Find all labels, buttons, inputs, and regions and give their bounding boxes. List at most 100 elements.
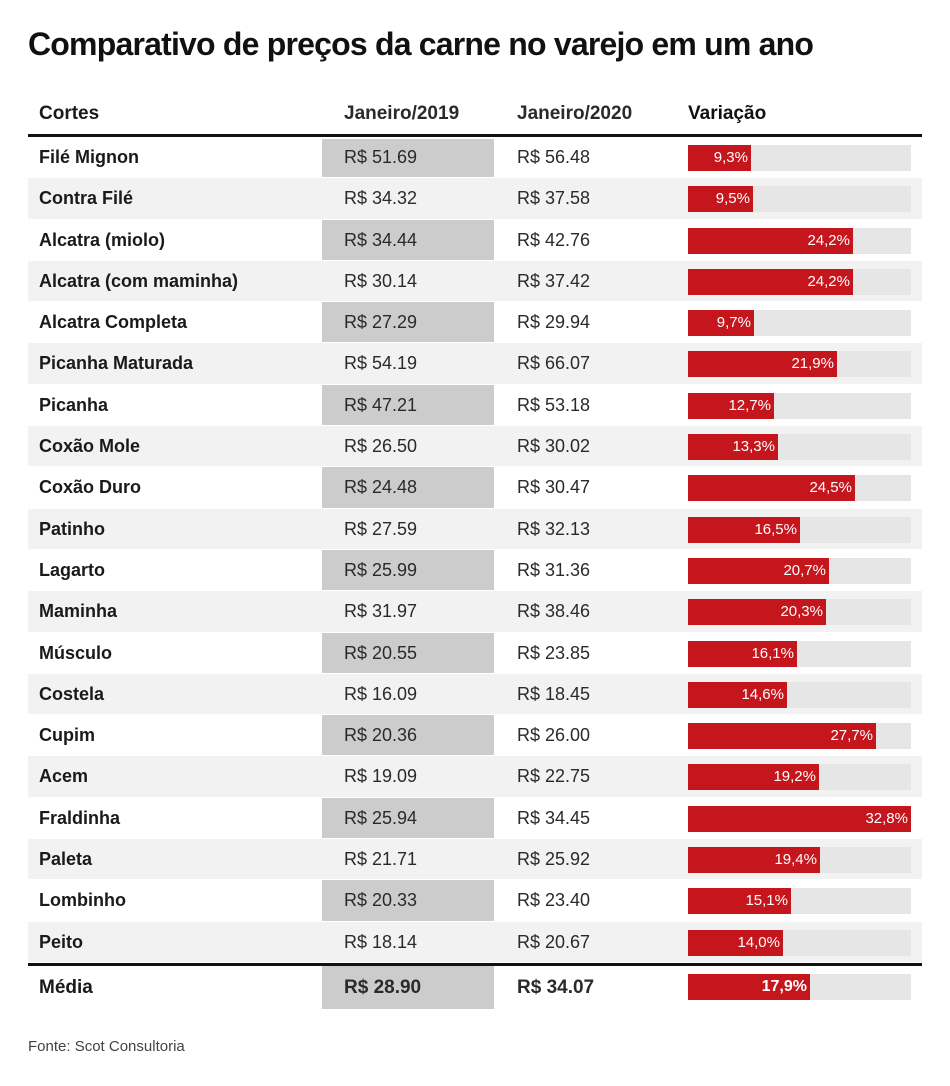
price-jan2019: R$ 20.33 (344, 890, 418, 911)
cut-name: Lagarto (39, 559, 106, 580)
price-jan2019: R$ 24.48 (344, 477, 418, 498)
price-jan2019: R$ 20.36 (344, 725, 418, 746)
variation-track: 20,3% (688, 599, 911, 626)
variation-bar: 20,7% (688, 557, 829, 584)
price-jan2020: R$ 37.58 (517, 188, 591, 209)
variation-track: 9,5% (688, 186, 911, 213)
price-jan2020: R$ 25.92 (517, 849, 591, 870)
table-row: Coxão Duro R$ 24.48 R$ 30.47 24,5% (28, 467, 922, 509)
header-cortes: Cortes (39, 103, 100, 124)
price-jan2020: R$ 37.42 (517, 270, 591, 291)
table-row: Alcatra (com maminha) R$ 30.14 R$ 37.42 24,… (28, 260, 922, 303)
table-row: Picanha Maturada R$ 54.19 R$ 66.07 21,9% (28, 343, 922, 385)
price-jan2020: R$ 29.94 (517, 312, 591, 333)
header-janeiro-2019: Janeiro/2019 (344, 103, 460, 124)
cut-name: Costela (39, 683, 105, 704)
price-jan2020: R$ 20.67 (517, 931, 591, 952)
cut-name: Músculo (39, 642, 113, 663)
variation-track: 20,7% (688, 557, 911, 584)
table-row: Músculo R$ 20.55 R$ 23.85 16,1% (28, 633, 922, 674)
variation-track: 24,2% (688, 268, 911, 295)
price-jan2019: R$ 31.97 (344, 601, 418, 622)
variation-bar: 24,5% (688, 475, 855, 502)
table-row: Picanha R$ 47.21 R$ 53.18 12,7% (28, 385, 922, 427)
cut-name: Picanha Maturada (39, 353, 194, 374)
variation-track: 13,3% (688, 434, 911, 461)
price-jan2019: R$ 19.09 (344, 766, 418, 787)
average-variation-track: 17,9% (688, 973, 911, 1000)
average-variation-bar: 17,9% (688, 973, 810, 1000)
header-variacao: Variação (688, 103, 767, 124)
variation-label: 9,3% (713, 149, 748, 166)
table-row: Lagarto R$ 25.99 R$ 31.36 20,7% (28, 550, 922, 592)
variation-bar: 32,8% (688, 805, 911, 832)
price-jan2020: R$ 66.07 (517, 353, 591, 374)
price-jan2019: R$ 34.32 (344, 188, 418, 209)
variation-label: 20,7% (783, 561, 826, 579)
price-jan2019: R$ 26.50 (344, 436, 418, 457)
price-jan2020: R$ 26.00 (517, 725, 591, 746)
cut-name: Acem (39, 766, 89, 787)
header-janeiro-2020: Janeiro/2020 (517, 103, 633, 124)
price-jan2020: R$ 31.36 (517, 559, 591, 580)
variation-track: 21,9% (688, 351, 911, 378)
price-jan2020: R$ 34.45 (517, 807, 591, 828)
variation-label: 15,1% (745, 892, 788, 910)
variation-bar: 12,7% (688, 392, 774, 419)
table-row: Contra Filé R$ 34.32 R$ 37.58 9,5% (28, 178, 922, 220)
average-row: Média R$ 28.90 R$ 34.07 17,9% (28, 966, 922, 1010)
price-jan2019: R$ 21.71 (344, 849, 418, 870)
table-row: Fraldinha R$ 25.94 R$ 34.45 32,8% (28, 798, 922, 840)
variation-track: 15,1% (688, 888, 911, 915)
variation-track: 14,0% (688, 929, 911, 956)
variation-label: 9,5% (715, 190, 750, 208)
page-title: Comparativo de preços da carne no varejo… (28, 26, 814, 62)
price-jan2019: R$ 51.69 (344, 147, 418, 167)
cut-name: Maminha (39, 601, 118, 622)
table-row: Cupim R$ 20.36 R$ 26.00 27,7% (28, 715, 922, 757)
cut-name: Coxão Mole (39, 436, 141, 457)
price-jan2019: R$ 20.55 (344, 642, 418, 663)
table-row: Acem R$ 19.09 R$ 22.75 19,2% (28, 756, 922, 798)
variation-track: 24,2% (688, 227, 911, 254)
price-jan2019: R$ 16.09 (344, 683, 418, 704)
variation-label: 14,6% (741, 685, 784, 703)
variation-bar: 9,7% (688, 310, 754, 337)
cut-name: Patinho (39, 518, 105, 539)
price-jan2020: R$ 56.48 (517, 147, 591, 167)
price-jan2020: R$ 38.46 (517, 601, 591, 622)
variation-label: 13,3% (732, 438, 775, 456)
variation-bar: 24,2% (688, 227, 853, 254)
table-row: Costela R$ 16.09 R$ 18.45 14,6% (28, 673, 922, 716)
variation-bar: 19,4% (688, 847, 820, 874)
variation-track: 24,5% (688, 475, 911, 502)
cut-name: Alcatra (miolo) (39, 229, 166, 250)
price-jan2019: R$ 30.14 (344, 270, 418, 291)
cut-name: Alcatra Completa (39, 312, 188, 333)
variation-label: 16,5% (754, 520, 797, 538)
table-body: Filé Mignon R$ 51.69 R$ 56.48 9,3% Contra Fi… (28, 137, 922, 963)
variation-track: 27,7% (688, 723, 911, 750)
price-table: Cortes Janeiro/2019 Janeiro/2020 Variaçã… (28, 95, 922, 1010)
cut-name: Contra Filé (39, 188, 134, 209)
price-jan2020: R$ 30.47 (517, 477, 591, 498)
variation-track: 16,5% (688, 516, 911, 543)
price-jan2019: R$ 34.44 (344, 229, 418, 250)
cut-name: Cupim (39, 725, 95, 746)
variation-track: 32,8% (688, 805, 911, 832)
average-label: Média (39, 976, 93, 998)
variation-bar: 27,7% (688, 723, 876, 750)
variation-bar: 16,5% (688, 516, 800, 543)
variation-label: 24,2% (807, 231, 850, 249)
price-jan2020: R$ 23.40 (517, 890, 591, 911)
average-separator (28, 962, 922, 966)
variation-bar: 9,3% (688, 145, 751, 171)
table-row: Filé Mignon R$ 51.69 R$ 56.48 9,3% (28, 137, 922, 179)
price-jan2020: R$ 42.76 (517, 229, 591, 250)
table-row: Paleta R$ 21.71 R$ 25.92 19,4% (28, 839, 922, 881)
variation-track: 19,4% (688, 847, 911, 874)
price-jan2019: R$ 18.14 (344, 931, 418, 952)
variation-bar: 19,2% (688, 764, 819, 791)
variation-label: 19,2% (773, 768, 816, 786)
price-jan2019: R$ 47.21 (344, 394, 418, 415)
